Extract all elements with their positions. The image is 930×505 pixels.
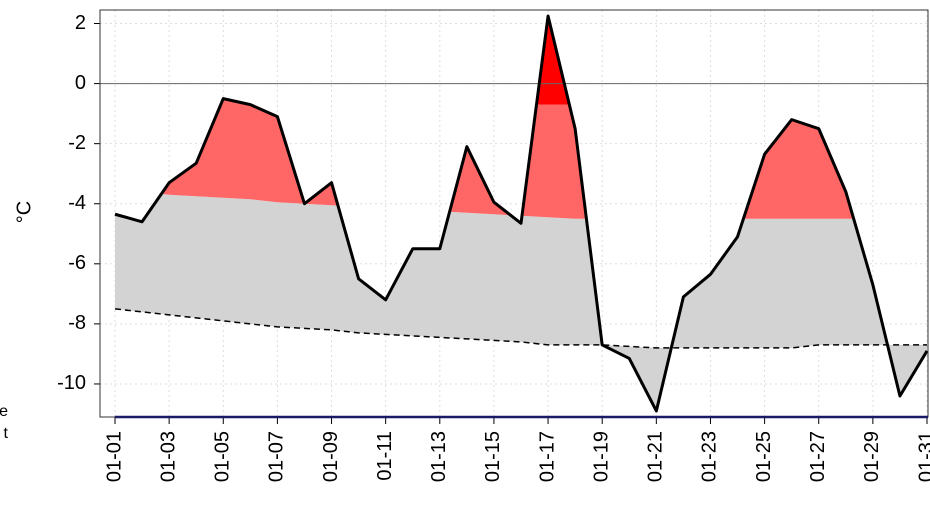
y-tick-label: 0 (75, 72, 86, 94)
x-tick-label: 01-13 (428, 431, 450, 482)
grey-area (115, 188, 927, 411)
y-tick-label: -2 (68, 132, 86, 154)
x-tick-label: 01-29 (861, 431, 883, 482)
x-tick-label: 01-09 (320, 431, 342, 482)
x-tick-label: 01-07 (266, 431, 288, 482)
clipped-legend-text: e (0, 403, 8, 420)
y-tick-label: -10 (57, 372, 86, 394)
x-tick-label: 01-17 (536, 431, 558, 482)
x-tick-label: 01-21 (645, 431, 667, 482)
x-tick-label: 01-31 (915, 431, 930, 482)
y-tick-label: 2 (75, 12, 86, 34)
x-tick-label: 01-25 (753, 431, 775, 482)
x-tick-label: 01-01 (103, 431, 125, 482)
x-tick-label: 01-11 (374, 431, 396, 481)
x-tick-label: 01-23 (699, 431, 721, 482)
x-tick-label: 01-03 (157, 431, 179, 482)
x-tick-label: 01-15 (482, 431, 504, 482)
y-tick-label: -4 (68, 192, 86, 214)
x-tick-label: 01-05 (212, 431, 234, 482)
y-tick-label: -6 (68, 252, 86, 274)
y-tick-label: -8 (68, 312, 86, 334)
y-axis-label: °C (13, 201, 35, 223)
temperature-line (114, 14, 929, 413)
x-tick-label: 01-27 (807, 431, 829, 482)
clipped-legend-text: t (4, 425, 9, 442)
x-tick-label: 01-19 (590, 431, 612, 482)
